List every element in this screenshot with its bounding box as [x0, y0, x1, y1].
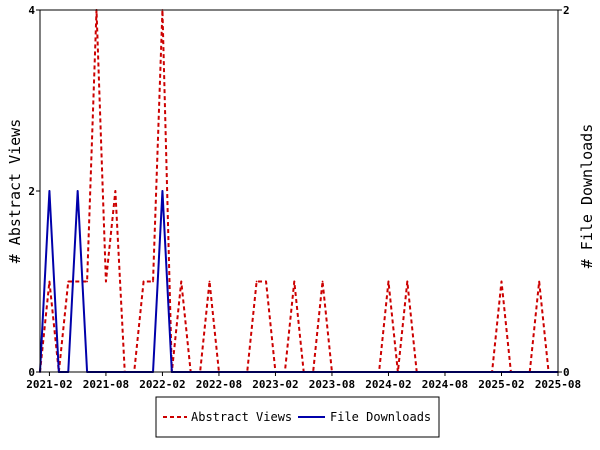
data-point-abstract-views — [255, 280, 258, 283]
data-point-abstract-views — [114, 190, 117, 192]
data-point-abstract-views — [293, 280, 296, 283]
data-point-abstract-views — [180, 280, 183, 283]
x-tick-label: 2021-08 — [83, 378, 129, 391]
x-tick-label: 2022-08 — [196, 378, 242, 391]
y-left-tick-label: 4 — [28, 4, 35, 17]
data-point-abstract-views — [76, 280, 79, 283]
data-point-abstract-views — [321, 280, 324, 283]
x-tick-label: 2021-02 — [26, 378, 72, 391]
x-tick-label: 2024-02 — [365, 378, 411, 391]
x-tick-label: 2025-02 — [478, 378, 524, 391]
data-point-abstract-views — [48, 280, 51, 283]
y-left-tick-label: 0 — [28, 366, 35, 379]
data-point-abstract-views — [500, 280, 503, 283]
y-right-tick-label: 2 — [563, 4, 570, 17]
data-point-abstract-views — [142, 280, 145, 283]
data-point-abstract-views — [152, 280, 154, 283]
data-point-file-downloads — [48, 190, 51, 192]
y-right-tick-label: 0 — [563, 366, 570, 379]
data-point-abstract-views — [387, 280, 390, 283]
x-tick-label: 2023-02 — [252, 378, 298, 391]
y-axis-right-title: # File Downloads — [578, 124, 596, 269]
legend: Abstract Views File Downloads — [155, 396, 440, 438]
y-left-tick-label: 2 — [28, 185, 35, 198]
legend-label-abstract-views: Abstract Views — [191, 410, 292, 424]
x-tick-label: 2025-08 — [535, 378, 581, 391]
data-point-abstract-views — [86, 280, 88, 283]
legend-label-file-downloads: File Downloads — [330, 410, 431, 424]
plot-area — [40, 10, 558, 372]
data-point-file-downloads — [76, 190, 79, 192]
x-tick-label: 2022-02 — [139, 378, 185, 391]
x-tick-label: 2023-08 — [309, 378, 355, 391]
data-point-abstract-views — [406, 280, 409, 283]
x-tick-label: 2024-08 — [422, 378, 468, 391]
data-point-abstract-views — [265, 280, 267, 283]
data-point-abstract-views — [105, 280, 107, 283]
data-point-file-downloads — [161, 190, 164, 192]
data-point-abstract-views — [538, 280, 541, 283]
ticks-layer: 2021-02 2021-08 2022-02 2022-08 2023-02 2023-… — [26, 4, 581, 391]
y-axis-left-title: # Abstract Views — [6, 119, 24, 264]
data-point-abstract-views — [208, 280, 211, 283]
data-point-abstract-views — [67, 280, 70, 283]
legend-box — [155, 396, 440, 438]
